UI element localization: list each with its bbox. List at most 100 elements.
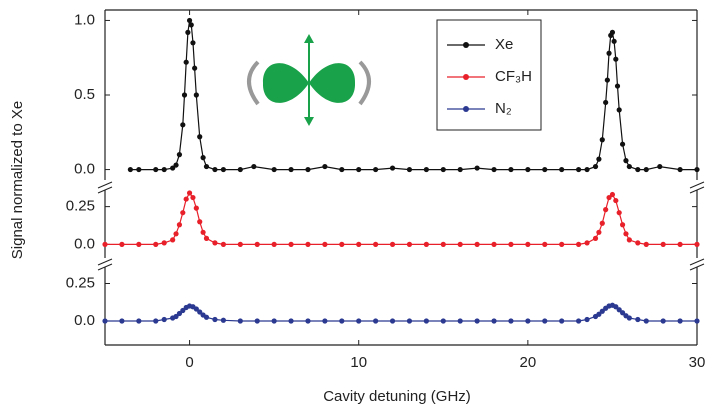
data-point xyxy=(251,163,257,170)
data-point xyxy=(657,163,663,170)
data-point xyxy=(180,210,186,216)
data-point xyxy=(181,92,188,98)
data-point xyxy=(619,310,626,316)
data-point xyxy=(305,318,311,324)
data-point xyxy=(212,240,218,246)
data-point xyxy=(356,241,362,247)
data-point xyxy=(173,231,179,237)
data-point xyxy=(220,317,226,323)
data-point xyxy=(474,165,480,171)
data-point xyxy=(271,318,277,324)
data-point xyxy=(185,29,191,35)
data-point xyxy=(525,166,531,173)
data-point xyxy=(356,166,362,173)
axis-break xyxy=(689,258,705,266)
data-point xyxy=(559,166,565,173)
axis-break xyxy=(97,263,113,271)
axis-break xyxy=(689,181,705,189)
data-point xyxy=(406,166,413,173)
data-point xyxy=(356,318,362,324)
data-point xyxy=(643,241,649,247)
data-point xyxy=(440,241,446,247)
y-tick-label: 0.0 xyxy=(74,161,95,178)
data-point xyxy=(660,241,666,247)
data-point xyxy=(596,229,602,235)
data-point xyxy=(406,241,413,247)
data-point xyxy=(192,65,198,71)
data-point xyxy=(491,166,497,173)
data-point xyxy=(197,134,203,140)
y-axis-label: Signal normalized to Xe xyxy=(9,101,26,259)
x-axis-label: Cavity detuning (GHz) xyxy=(323,388,471,405)
data-point xyxy=(599,137,605,143)
series-line xyxy=(105,191,697,245)
data-point xyxy=(599,220,605,226)
data-point xyxy=(613,304,619,310)
data-point xyxy=(153,318,159,324)
data-point xyxy=(694,166,700,173)
data-point xyxy=(603,207,609,213)
data-point xyxy=(102,241,108,247)
data-point xyxy=(603,99,609,106)
data-point xyxy=(183,196,189,202)
data-point xyxy=(457,318,463,324)
data-point xyxy=(200,229,206,235)
data-point xyxy=(576,166,582,173)
data-point xyxy=(102,318,108,324)
data-point xyxy=(373,166,379,173)
data-point xyxy=(596,156,602,162)
inset-icon xyxy=(247,34,371,126)
data-point xyxy=(614,83,621,89)
y-tick-label: 0.0 xyxy=(74,312,95,329)
data-point xyxy=(373,241,379,247)
legend-label: CF₃H xyxy=(495,68,532,85)
data-point xyxy=(193,92,199,98)
data-point xyxy=(237,166,243,173)
data-point xyxy=(508,241,514,247)
data-point xyxy=(542,318,548,324)
data-point xyxy=(592,163,599,170)
data-point xyxy=(619,222,626,228)
data-point xyxy=(288,241,294,247)
data-point xyxy=(423,241,429,247)
axis-break xyxy=(97,258,113,266)
data-point xyxy=(176,310,183,317)
data-point xyxy=(186,17,193,24)
data-point xyxy=(584,166,590,173)
data-point xyxy=(576,241,582,247)
data-point xyxy=(136,318,142,324)
data-point xyxy=(170,237,176,243)
data-point xyxy=(127,166,133,173)
data-point xyxy=(635,316,641,323)
data-point xyxy=(604,77,610,83)
data-point xyxy=(288,166,294,173)
y-tick-label: 0.0 xyxy=(74,235,95,252)
data-point xyxy=(406,318,413,324)
data-point xyxy=(203,235,210,241)
data-point xyxy=(613,56,619,62)
data-point xyxy=(677,241,683,247)
data-point xyxy=(626,163,632,170)
data-point xyxy=(609,29,616,35)
data-point xyxy=(694,241,700,247)
data-point xyxy=(440,318,446,324)
data-point xyxy=(197,219,203,225)
data-point xyxy=(592,235,599,241)
data-point xyxy=(173,313,179,320)
data-point xyxy=(119,241,125,247)
legend-marker xyxy=(463,42,469,48)
data-point xyxy=(254,241,260,247)
data-point xyxy=(508,318,514,324)
data-point xyxy=(212,166,218,173)
data-point xyxy=(271,166,277,173)
y-tick-label: 0.5 xyxy=(74,86,95,103)
data-point xyxy=(508,166,514,173)
data-point xyxy=(170,165,176,171)
data-point xyxy=(457,166,463,173)
data-point xyxy=(677,318,683,324)
data-point xyxy=(389,318,396,324)
data-point xyxy=(305,241,311,247)
data-point xyxy=(136,166,142,173)
data-point xyxy=(153,241,159,247)
data-point xyxy=(584,316,590,323)
